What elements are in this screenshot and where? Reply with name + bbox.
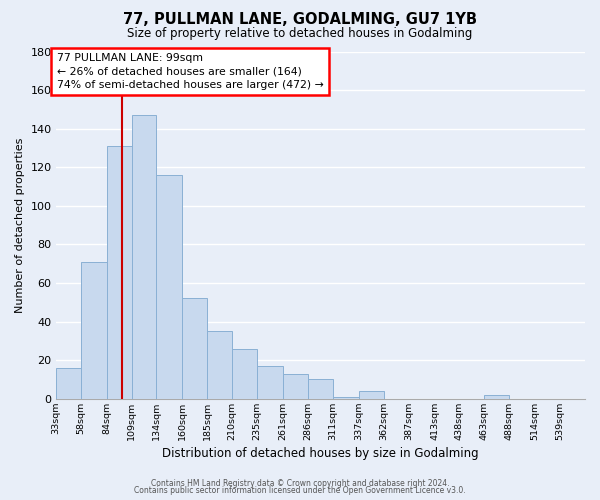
Bar <box>283 374 308 399</box>
Bar <box>131 115 157 399</box>
Text: Size of property relative to detached houses in Godalming: Size of property relative to detached ho… <box>127 28 473 40</box>
Bar <box>107 146 131 399</box>
Bar <box>81 262 107 399</box>
Bar <box>257 366 283 399</box>
Bar <box>484 395 509 399</box>
Bar <box>56 368 81 399</box>
Bar <box>359 391 384 399</box>
Bar <box>308 380 333 399</box>
Bar <box>333 397 359 399</box>
Bar <box>232 348 257 399</box>
Text: Contains public sector information licensed under the Open Government Licence v3: Contains public sector information licen… <box>134 486 466 495</box>
Text: 77, PULLMAN LANE, GODALMING, GU7 1YB: 77, PULLMAN LANE, GODALMING, GU7 1YB <box>123 12 477 28</box>
Bar <box>208 332 232 399</box>
Bar <box>157 175 182 399</box>
Y-axis label: Number of detached properties: Number of detached properties <box>15 138 25 313</box>
Text: 77 PULLMAN LANE: 99sqm
← 26% of detached houses are smaller (164)
74% of semi-de: 77 PULLMAN LANE: 99sqm ← 26% of detached… <box>57 54 323 90</box>
Bar <box>182 298 208 399</box>
Text: Contains HM Land Registry data © Crown copyright and database right 2024.: Contains HM Land Registry data © Crown c… <box>151 478 449 488</box>
X-axis label: Distribution of detached houses by size in Godalming: Distribution of detached houses by size … <box>162 447 479 460</box>
